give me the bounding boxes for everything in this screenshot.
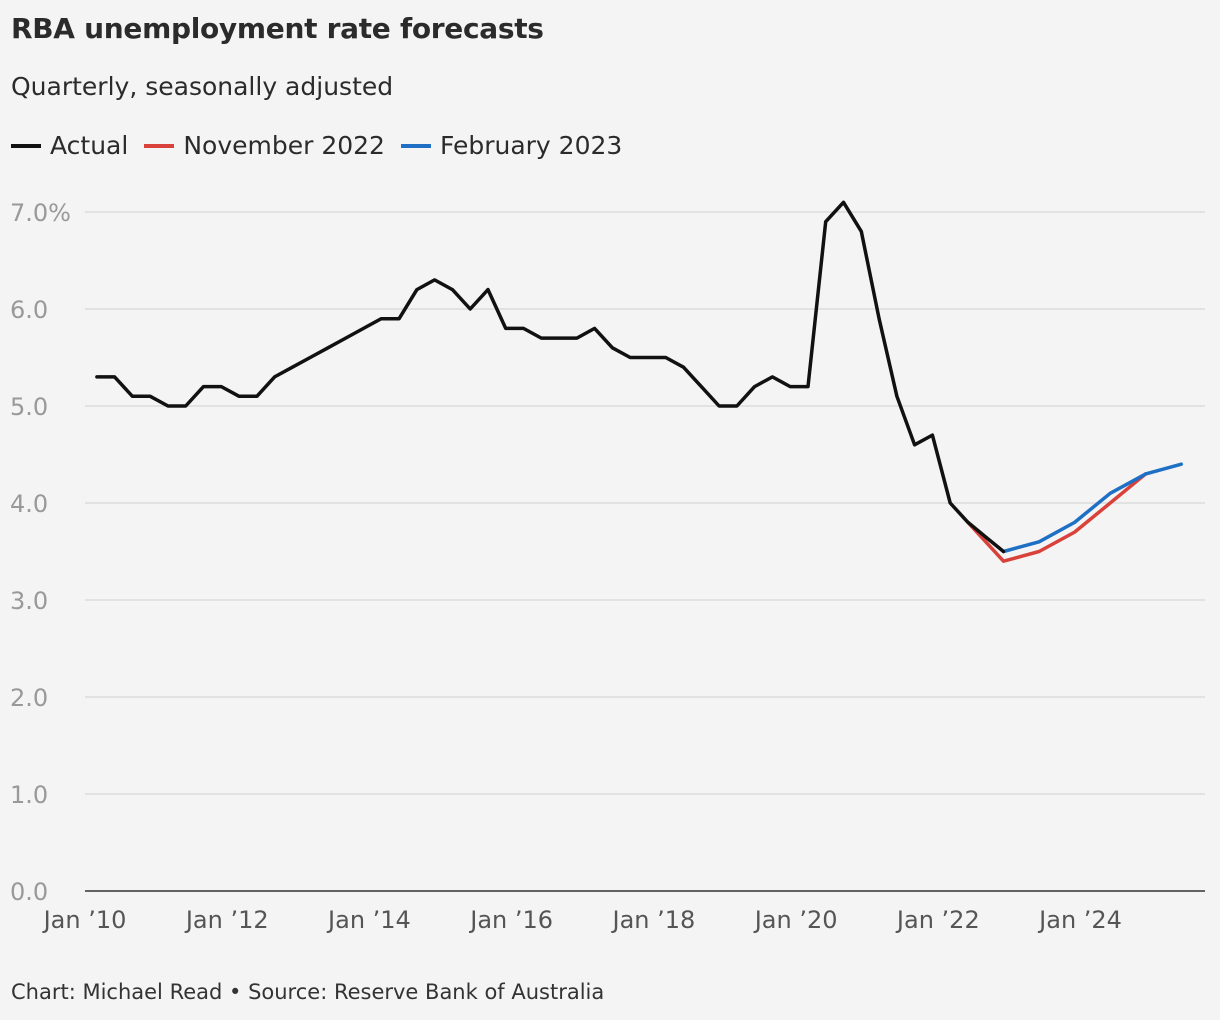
y-tick-label: 5.0 <box>10 393 48 421</box>
chart-legend: Actual November 2022 February 2023 <box>11 131 638 160</box>
x-tick-label: Jan ’14 <box>326 906 411 934</box>
legend-label-february-2023: February 2023 <box>439 131 623 160</box>
x-tick-label: Jan ’16 <box>468 906 553 934</box>
chart-footer: Chart: Michael Read • Source: Reserve Ba… <box>11 980 605 1004</box>
y-tick-label: 7.0% <box>10 199 71 227</box>
x-tick-label: Jan ’22 <box>895 906 980 934</box>
legend-swatch-actual <box>11 143 41 148</box>
legend-item-november-2022: November 2022 <box>144 131 385 160</box>
x-tick-label: Jan ’20 <box>753 906 838 934</box>
x-tick-label: Jan ’24 <box>1037 906 1122 934</box>
legend-item-february-2023: February 2023 <box>400 131 623 160</box>
y-tick-label: 3.0 <box>10 587 48 615</box>
y-axis-ticks: 0.0 1.0 2.0 3.0 4.0 5.0 6.0 7.0% <box>10 199 71 906</box>
x-tick-label: Jan ’12 <box>184 906 269 934</box>
gridlines <box>85 211 1205 892</box>
y-tick-label: 0.0 <box>10 878 48 906</box>
legend-label-actual: Actual <box>50 131 129 160</box>
series-lines <box>95 200 1184 563</box>
y-tick-label: 6.0 <box>10 296 48 324</box>
y-tick-label: 4.0 <box>10 490 48 518</box>
x-axis-ticks: Jan ’10 Jan ’12 Jan ’14 Jan ’16 Jan ’18 Jan ’… <box>42 906 1122 934</box>
x-tick-label: Jan ’18 <box>610 906 695 934</box>
legend-label-november-2022: November 2022 <box>183 131 385 160</box>
legend-swatch-february-2023 <box>400 143 431 148</box>
series-line-actual <box>95 200 1006 554</box>
y-tick-label: 1.0 <box>10 781 48 809</box>
legend-swatch-november-2022 <box>144 143 175 148</box>
y-tick-label: 2.0 <box>10 684 48 712</box>
series-line-february-2023 <box>1001 462 1184 554</box>
chart-title: RBA unemployment rate forecasts <box>11 12 544 45</box>
x-tick-label: Jan ’10 <box>42 906 127 934</box>
series-line-november-2022 <box>966 472 1148 563</box>
legend-item-actual: Actual <box>11 131 128 160</box>
chart-subtitle: Quarterly, seasonally adjusted <box>11 72 394 101</box>
